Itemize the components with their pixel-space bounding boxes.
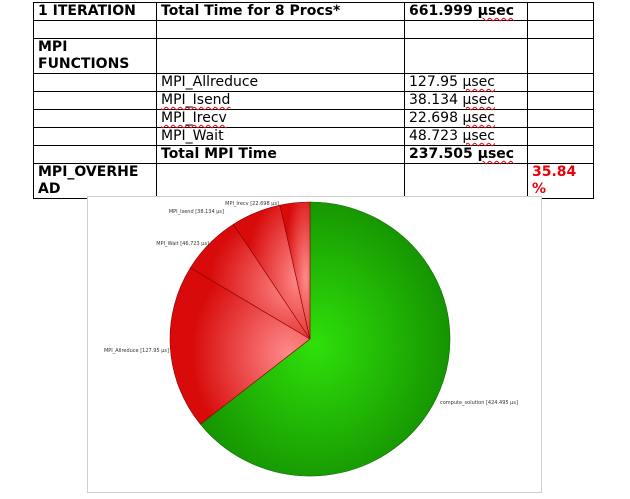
- pie-label-mpi-isend: MPI_Isend [38.134 µs]: [169, 209, 224, 215]
- functions-header-row: MPI FUNCTIONS: [33, 38, 594, 74]
- function-time: 127.95 µsec: [404, 73, 528, 92]
- overhead-label: MPI_OVERHE AD: [33, 163, 157, 199]
- mpi-functions-label: MPI FUNCTIONS: [33, 38, 157, 74]
- table-row: MPI_Allreduce 127.95 µsec: [33, 73, 594, 92]
- function-name: MPI_Irecv: [156, 109, 405, 128]
- function-time: 48.723 µsec: [404, 127, 528, 146]
- total-mpi-value: 237.505 µsec: [404, 145, 528, 164]
- overhead-value: 35.84%: [527, 163, 594, 199]
- pie-slice-mpi-irecv: [279, 201, 311, 340]
- total-time-value: 661.999 µsec: [404, 2, 528, 21]
- pie-slice-compute-solution: [199, 201, 451, 477]
- pie-label-mpi-allreduce: MPI_Allreduce [127.95 µs]: [104, 348, 169, 354]
- spacer-row: [33, 20, 594, 39]
- function-time: 22.698 µsec: [404, 109, 528, 128]
- empty-cell: [527, 2, 594, 21]
- table-row: MPI_Wait 48.723 µsec: [33, 127, 594, 146]
- mpi-pie-chart: compute_solution [424.495 µs] MPI_Allredu…: [87, 196, 542, 493]
- function-name: MPI_Isend: [156, 91, 405, 110]
- iteration-label: 1 ITERATION: [33, 2, 157, 21]
- table-row: MPI_Irecv 22.698 µsec: [33, 109, 594, 128]
- mpi-timing-table: 1 ITERATION Total Time for 8 Procs* 661.…: [33, 2, 594, 199]
- pie-slice-mpi-allreduce: [169, 267, 311, 425]
- function-time: 38.134 µsec: [404, 91, 528, 110]
- total-time-label: Total Time for 8 Procs*: [156, 2, 405, 21]
- total-mpi-label: Total MPI Time: [156, 145, 405, 164]
- function-name: MPI_Wait: [156, 127, 405, 146]
- total-mpi-row: Total MPI Time 237.505 µsec: [33, 145, 594, 164]
- table-header-row: 1 ITERATION Total Time for 8 Procs* 661.…: [33, 2, 594, 21]
- pie-label-mpi-wait: MPI_Wait [46.723 µs]: [156, 241, 209, 247]
- function-name: MPI_Allreduce: [156, 73, 405, 92]
- pie-chart-svg: compute_solution [424.495 µs] MPI_Allredu…: [104, 201, 518, 477]
- overhead-row: MPI_OVERHE AD 35.84%: [33, 163, 594, 199]
- pie-label-mpi-irecv: MPI_Irecv [22.698 µs]: [225, 201, 279, 207]
- pie-label-compute-solution: compute_solution [424.495 µs]: [440, 400, 518, 406]
- table-row: MPI_Isend 38.134 µsec: [33, 91, 594, 110]
